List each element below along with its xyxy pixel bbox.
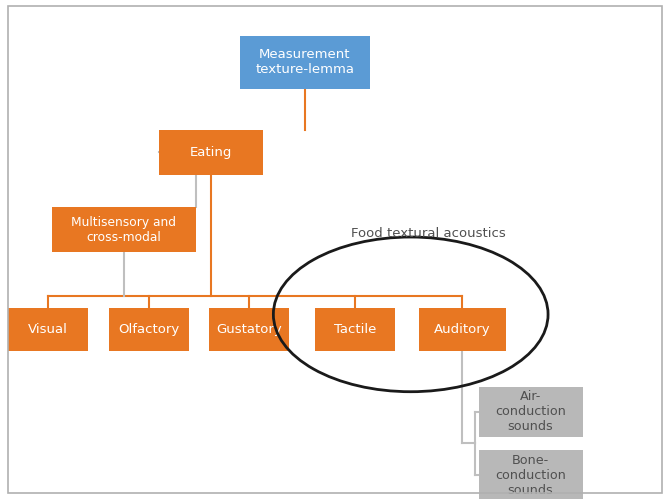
Text: Multisensory and
cross-modal: Multisensory and cross-modal [72, 216, 176, 244]
FancyBboxPatch shape [52, 207, 196, 252]
FancyBboxPatch shape [478, 450, 583, 499]
FancyBboxPatch shape [209, 308, 289, 350]
Text: Air-
conduction
sounds: Air- conduction sounds [495, 390, 566, 433]
FancyBboxPatch shape [8, 308, 88, 350]
Text: Olfactory: Olfactory [118, 323, 180, 336]
Text: Bone-
conduction
sounds: Bone- conduction sounds [495, 454, 566, 497]
FancyBboxPatch shape [109, 308, 189, 350]
Text: Measurement
texture-lemma: Measurement texture-lemma [255, 48, 354, 76]
FancyBboxPatch shape [419, 308, 506, 350]
FancyBboxPatch shape [315, 308, 395, 350]
FancyBboxPatch shape [240, 36, 370, 89]
Text: Food textural acoustics: Food textural acoustics [352, 227, 506, 240]
Text: Visual: Visual [28, 323, 68, 336]
Text: Eating: Eating [190, 146, 232, 159]
Text: Auditory: Auditory [434, 323, 490, 336]
Text: Tactile: Tactile [334, 323, 377, 336]
Text: Gustatory: Gustatory [216, 323, 282, 336]
FancyBboxPatch shape [478, 387, 583, 437]
FancyBboxPatch shape [159, 130, 263, 175]
